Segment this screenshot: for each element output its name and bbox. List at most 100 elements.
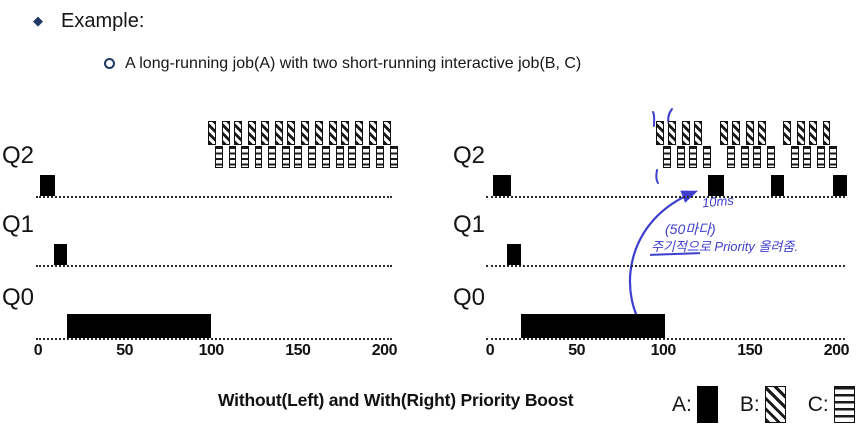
job-b-bar [822, 121, 831, 145]
job-b-bar [315, 121, 324, 145]
job-c-bar [741, 146, 750, 168]
job-c-bar [677, 146, 685, 168]
legend-swatch-solid-black [696, 386, 718, 423]
job-c-bar [663, 146, 672, 168]
job-c-bar [689, 146, 698, 168]
job-b-bar [247, 121, 256, 145]
job-b-bar [694, 121, 703, 145]
curved-arrow [629, 190, 699, 335]
job-c-bar [375, 146, 384, 168]
job-b-bar [682, 121, 691, 145]
job-c-bar [322, 146, 330, 168]
job-b-bar [341, 121, 350, 145]
queue-label-q0: Q0 [2, 284, 35, 311]
x-tick-200: 200 [371, 342, 398, 359]
job-b-bar [368, 121, 377, 145]
job-c-bar [282, 146, 291, 168]
job-a-bar [708, 175, 724, 196]
note-every-50: (50마다) [665, 221, 716, 237]
queue-label-q1: Q1 [453, 211, 486, 238]
job-b-bar [720, 121, 729, 145]
job-b-bar [275, 121, 284, 145]
job-b-bar [221, 121, 230, 145]
job-c-bar [294, 146, 303, 168]
queue-label-q2: Q2 [2, 142, 35, 169]
job-b-bar [287, 121, 296, 145]
sub-bullet-line: A long-running job(A) with two short-run… [104, 54, 581, 74]
job-a-bar [507, 244, 522, 265]
job-b-bar [354, 121, 363, 145]
legend: A: B: C: [672, 386, 855, 424]
legend-item-b: B: [740, 386, 786, 424]
job-a-bar [521, 314, 665, 338]
queue-label-q2: Q2 [453, 142, 486, 169]
job-b-bar [746, 121, 755, 145]
job-c-bar [335, 146, 344, 168]
sub-bullet-text: A long-running job(A) with two short-run… [125, 55, 582, 72]
job-a-bar [39, 175, 56, 196]
x-tick-0: 0 [33, 342, 43, 359]
baseline-q1 [36, 265, 392, 267]
job-b-bar [301, 121, 310, 145]
chart-with-boost: 10ms (50마다) 주기적으로 Priority 올려줌. Q2 Q1 Q0 0 5… [433, 100, 866, 365]
x-tick-50: 50 [116, 342, 133, 359]
legend-label: A: [672, 393, 692, 416]
job-c-bar [389, 146, 398, 168]
legend-item-c: C: [808, 386, 855, 424]
job-b-bar [732, 121, 741, 145]
x-tick-100: 100 [650, 342, 677, 359]
job-c-bar [767, 146, 776, 168]
job-b-bar [656, 121, 665, 145]
baseline-q2 [486, 196, 845, 198]
job-c-bar [228, 146, 237, 168]
job-a-bar [493, 175, 511, 196]
note-underline [649, 252, 701, 256]
job-b-bar [808, 121, 817, 145]
job-c-bar [727, 146, 736, 168]
baseline-q2 [36, 196, 392, 198]
queue-label-q0: Q0 [453, 284, 486, 311]
queue-label-q1: Q1 [2, 211, 35, 238]
job-b-bar [668, 121, 677, 145]
job-c-bar [817, 146, 826, 168]
job-a-bar [770, 175, 785, 196]
job-c-bar [361, 146, 370, 168]
pen-tick-1 [652, 111, 656, 127]
x-tick-100: 100 [198, 342, 225, 359]
job-c-bar [240, 146, 249, 168]
x-tick-150: 150 [737, 342, 763, 359]
baseline-q1 [486, 265, 845, 267]
job-b-bar [207, 121, 216, 145]
job-c-bar [791, 146, 800, 168]
x-tick-0: 0 [485, 342, 495, 359]
job-b-bar [261, 121, 270, 145]
job-b-bar [782, 121, 791, 145]
bullet-text: Example: [61, 10, 145, 32]
caption: Without(Left) and With(Right) Priority B… [218, 390, 574, 410]
x-tick-200: 200 [823, 342, 850, 359]
job-a-bar [832, 175, 847, 196]
job-c-bar [254, 146, 263, 168]
baseline-q0 [486, 338, 845, 340]
job-c-bar [803, 146, 812, 168]
job-c-bar [753, 146, 762, 168]
legend-item-a: A: [672, 386, 718, 424]
job-c-bar [214, 146, 223, 168]
x-tick-150: 150 [285, 342, 311, 359]
bullet-line: ◆ Example: [33, 8, 144, 34]
job-c-bar [348, 146, 356, 168]
note-priority-boost: 주기적으로 Priority 올려줌. [651, 239, 798, 254]
job-c-bar [268, 146, 277, 168]
job-b-bar [233, 121, 242, 145]
legend-label: C: [807, 393, 829, 416]
legend-swatch-diagonal-hatch [764, 386, 786, 423]
legend-swatch-horizontal-stripes [833, 386, 855, 423]
circle-bullet-icon [104, 58, 115, 69]
job-b-bar [758, 121, 767, 145]
baseline-q0 [36, 338, 392, 340]
pen-tick-3 [655, 169, 659, 184]
job-a-bar [67, 314, 212, 338]
x-tick-50: 50 [568, 342, 585, 359]
job-b-bar [382, 121, 391, 145]
